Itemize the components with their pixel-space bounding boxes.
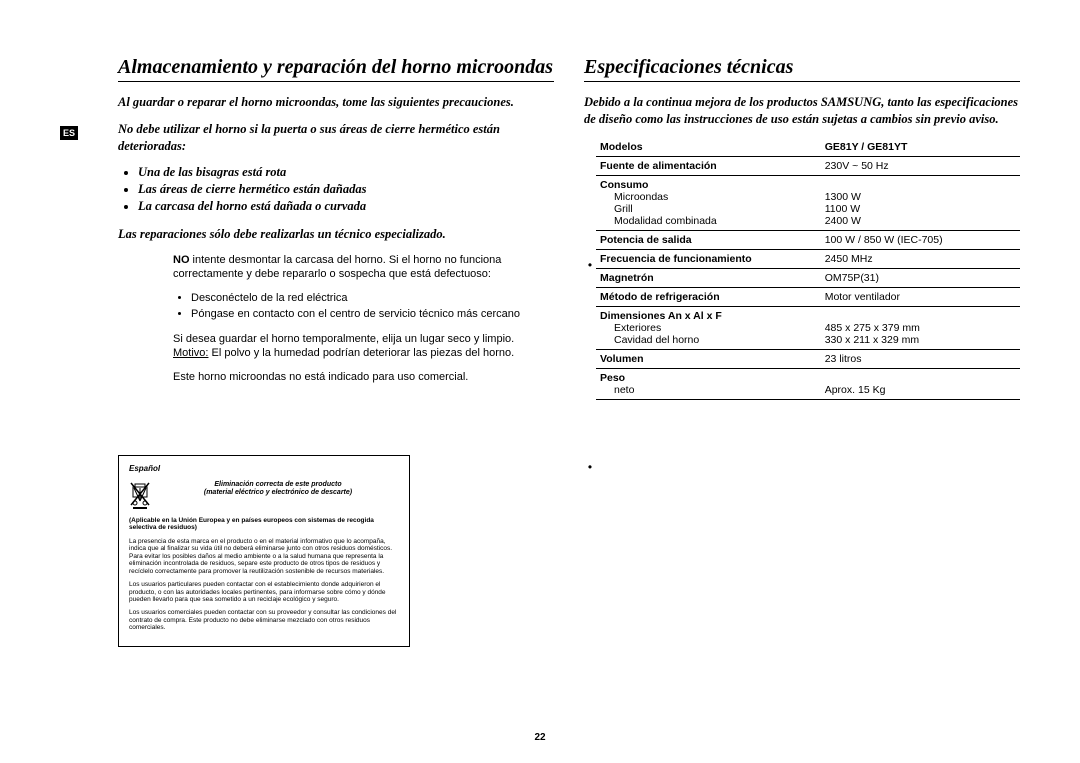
language-tag: ES [60,126,78,140]
spec-label: Magnetrón [596,268,821,287]
table-row: Consumo Microondas Grill Modalidad combi… [596,175,1020,230]
left-column: Almacenamiento y reparación del horno mi… [118,55,554,647]
repair-note: Las reparaciones sólo debe realizarlas u… [118,226,554,243]
body-para-1: NO intente desmontar la carcasa del horn… [173,253,554,282]
table-row: Método de refrigeración Motor ventilador [596,287,1020,306]
disposal-para-1: La presencia de esta marca en el product… [129,538,399,575]
spec-label: Peso neto [596,368,821,399]
table-row: Fuente de alimentación 230V ~ 50 Hz [596,156,1020,175]
spec-subvalue: 485 x 275 x 379 mm [825,322,920,334]
spec-label: Potencia de salida [596,230,821,249]
consumo-label: Consumo [600,179,648,191]
disposal-para-2: Los usuarios particulares pueden contact… [129,581,399,603]
spec-value: 100 W / 850 W (IEC-705) [821,230,1020,249]
damage-item: Las áreas de cierre hermético están daña… [138,182,554,197]
specs-bullet-icon [584,138,596,400]
spec-label: Fuente de alimentación [596,156,821,175]
table-row: Dimensiones An x Al x F Exteriores Cavid… [596,306,1020,349]
spec-label: Frecuencia de funcionamiento [596,249,821,268]
body-para-2b: El polvo y la humedad podrían deteriorar… [208,347,514,359]
disposal-header: Español [129,464,399,475]
spec-value: 485 x 275 x 379 mm 330 x 211 x 329 mm [821,306,1020,349]
body-bullet: Póngase en contacto con el centro de ser… [191,307,554,321]
spec-label: Dimensiones An x Al x F Exteriores Cavid… [596,306,821,349]
spec-sub: Grill [600,203,817,215]
disposal-lang: Español [129,464,160,473]
disposal-header-row: Eliminación correcta de este producto (m… [129,481,399,511]
damage-item: Una de las bisagras está rota [138,165,554,180]
dim-label: Dimensiones An x Al x F [600,310,722,322]
body-bullet: Desconéctelo de la red eléctrica [191,291,554,305]
peso-label: Peso [600,372,625,384]
table-row: Peso neto Aprox. 15 Kg [596,368,1020,399]
damage-item: La carcasa del horno está dañada o curva… [138,199,554,214]
title-rule [584,81,1020,82]
disposal-title-block: Español [129,464,160,475]
spec-sub: neto [600,384,817,396]
disposal-box: Español [118,455,410,647]
table-row: Magnetrón OM75P(31) [596,268,1020,287]
spec-subvalue: 330 x 211 x 329 mm [825,334,919,346]
spec-label: Volumen [596,349,821,368]
page-number: 22 [0,732,1080,743]
no-label: NO [173,254,190,266]
spec-subvalue: Aprox. 15 Kg [825,384,886,396]
left-title: Almacenamiento y reparación del horno mi… [118,55,554,79]
body-block: NO intente desmontar la carcasa del horn… [173,253,554,385]
weee-icon [129,481,151,511]
spec-sub: Microondas [600,191,817,203]
disposal-title-2: (material eléctrico y electrónico de des… [157,489,399,497]
spec-subvalue: 1300 W [825,191,861,203]
bullet-icon [584,460,596,474]
spec-value: Aprox. 15 Kg [821,368,1020,399]
disposal-applicable: (Aplicable en la Unión Europea y en país… [129,517,399,532]
motivo-label: Motivo: [173,347,208,359]
spec-sub: Modalidad combinada [600,215,817,227]
table-row: Potencia de salida 100 W / 850 W (IEC-70… [596,230,1020,249]
spec-label: Método de refrigeración [596,287,821,306]
spec-value: GE81Y / GE81YT [821,138,1020,157]
title-rule [118,81,554,82]
lower-bullet [584,460,1020,474]
body-bullet-list: Desconéctelo de la red eléctrica Póngase… [191,291,554,322]
left-intro-2: No debe utilizar el horno si la puerta o… [118,121,554,155]
spec-value: Motor ventilador [821,287,1020,306]
spec-value: 1300 W 1100 W 2400 W [821,175,1020,230]
right-column: Especificaciones técnicas Debido a la co… [584,55,1020,647]
body-para-2a: Si desea guardar el horno temporalmente,… [173,333,514,345]
right-intro: Debido a la continua mejora de los produ… [584,94,1020,128]
damage-list: Una de las bisagras está rota Las áreas … [138,165,554,214]
spec-subvalue: 2400 W [825,215,861,227]
spec-value: 2450 MHz [821,249,1020,268]
table-row: Frecuencia de funcionamiento 2450 MHz [596,249,1020,268]
spec-value: OM75P(31) [821,268,1020,287]
table-row: Modelos GE81Y / GE81YT [596,138,1020,157]
spec-sub: Cavidad del horno [600,334,817,346]
left-margin: ES [60,55,88,647]
spec-label: Modelos [596,138,821,157]
table-row: Volumen 23 litros [596,349,1020,368]
spec-sub: Exteriores [600,322,817,334]
disposal-titles: Eliminación correcta de este producto (m… [157,481,399,511]
right-title: Especificaciones técnicas [584,55,1020,79]
disposal-para-3: Los usuarios comerciales pueden contacta… [129,609,399,631]
spec-subvalue: 1100 W [825,203,860,215]
page: ES Almacenamiento y reparación del horno… [0,0,1080,647]
body-para-2: Si desea guardar el horno temporalmente,… [173,332,554,361]
body-para-3: Este horno microondas no está indicado p… [173,370,554,384]
body-para-1-text: intente desmontar la carcasa del horno. … [173,254,501,280]
specs-table: Modelos GE81Y / GE81YT Fuente de aliment… [596,138,1020,400]
specs-wrap: Modelos GE81Y / GE81YT Fuente de aliment… [584,138,1020,400]
left-intro-1: Al guardar o reparar el horno microondas… [118,94,554,111]
spec-label: Consumo Microondas Grill Modalidad combi… [596,175,821,230]
spec-value: 230V ~ 50 Hz [821,156,1020,175]
disposal-title-1: Eliminación correcta de este producto [157,481,399,489]
spec-value: 23 litros [821,349,1020,368]
